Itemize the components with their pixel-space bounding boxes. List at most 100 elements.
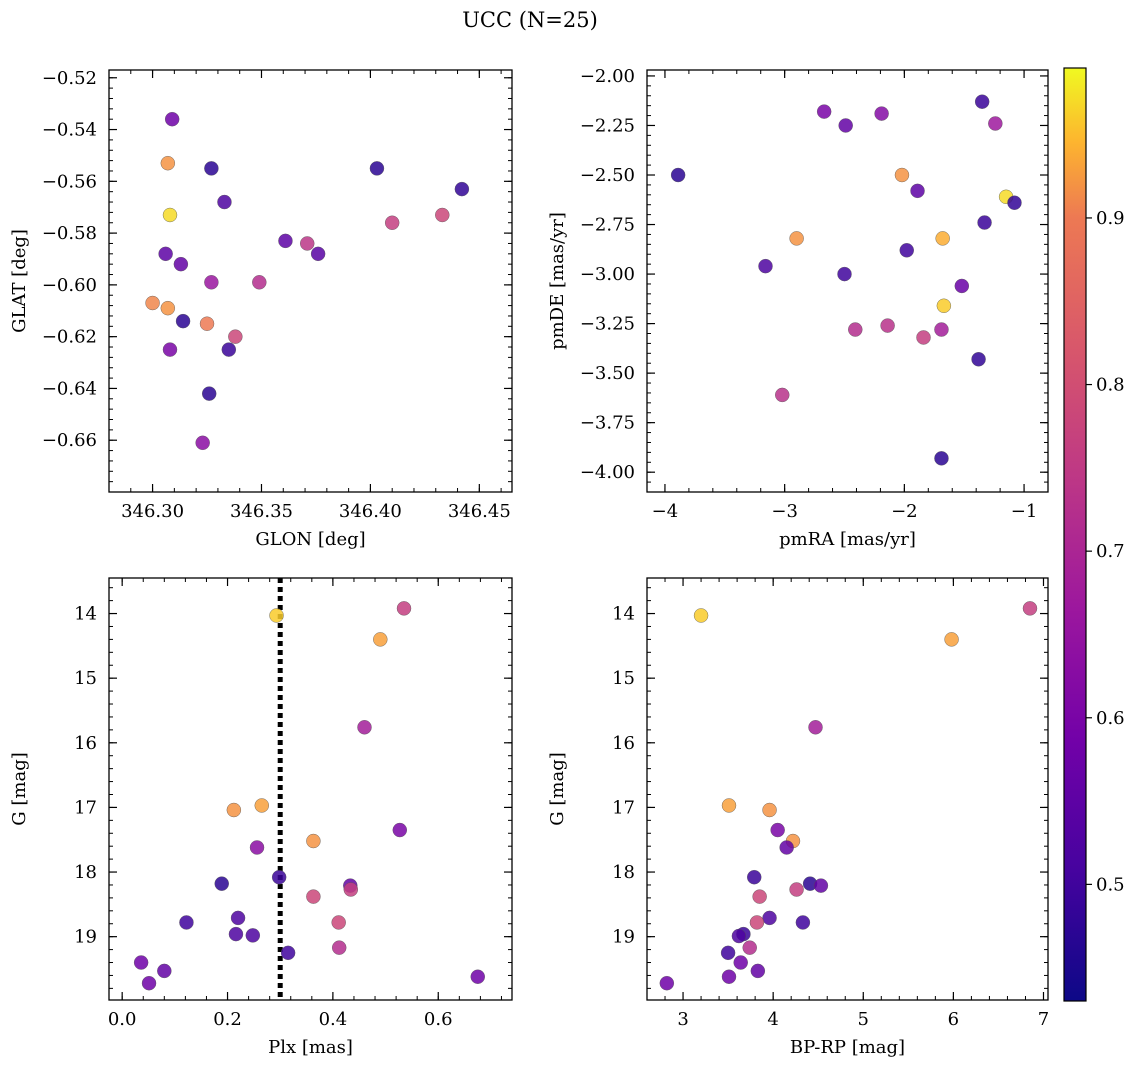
axes-frame xyxy=(646,577,1049,1001)
y-tick-label: −0.54 xyxy=(42,120,97,141)
data-point xyxy=(1022,601,1038,616)
x-tick-label: −4 xyxy=(652,501,679,522)
data-point xyxy=(789,882,804,897)
x-axis-label: GLON [deg] xyxy=(255,529,365,550)
data-point xyxy=(306,833,321,849)
data-point xyxy=(162,342,178,357)
data-point xyxy=(271,870,287,885)
data-point xyxy=(733,955,748,970)
data-point xyxy=(779,840,794,855)
data-point xyxy=(217,194,232,210)
data-point xyxy=(838,118,853,133)
y-tick-label: −3.50 xyxy=(580,363,635,384)
colorbar-tick-label: 0.5 xyxy=(1096,874,1125,895)
data-point xyxy=(357,720,372,735)
panel-glon-glat: 346.30 346.35 346.40 346.45 −0.66 −0.64 −0.62 −… xyxy=(9,68,513,550)
x-tick-label: 0.4 xyxy=(319,1009,348,1030)
x-tick-label: 346.45 xyxy=(448,501,511,522)
y-tick-label: −0.56 xyxy=(42,171,97,192)
data-point xyxy=(158,246,173,262)
y-tick-label: 18 xyxy=(74,862,97,883)
axes-frame xyxy=(108,69,513,493)
y-tick-label: −4.00 xyxy=(580,462,635,483)
data-point xyxy=(226,802,242,818)
data-point xyxy=(988,116,1003,131)
data-point xyxy=(195,435,210,451)
colorbar-gradient xyxy=(1063,67,1087,1002)
y-tick-label: 16 xyxy=(612,733,635,754)
data-point xyxy=(795,915,811,930)
data-point xyxy=(269,608,284,623)
colorbar-tick-label: 0.7 xyxy=(1096,541,1125,562)
x-tick-label: 346.40 xyxy=(339,501,402,522)
y-tick-label: −3.00 xyxy=(580,264,635,285)
data-point xyxy=(770,822,785,838)
data-point xyxy=(145,295,160,311)
data-point xyxy=(670,167,686,183)
y-axis-label: pmDE [mas/yr] xyxy=(547,212,568,350)
y-tick-label: 19 xyxy=(612,927,635,948)
data-point xyxy=(133,955,149,970)
y-tick-label: −0.62 xyxy=(42,327,97,348)
y-tick-label: −3.25 xyxy=(580,314,635,335)
x-tick-label: 4 xyxy=(767,1009,778,1030)
x-tick-label: 7 xyxy=(1038,1009,1049,1030)
data-point xyxy=(971,352,986,367)
x-tick-label: 5 xyxy=(858,1009,869,1030)
data-point xyxy=(916,330,931,345)
data-point xyxy=(254,798,269,813)
x-tick-label: −3 xyxy=(771,501,798,522)
data-point xyxy=(179,915,194,930)
data-point xyxy=(454,181,470,197)
data-point xyxy=(280,945,296,961)
data-point xyxy=(874,106,889,121)
axes-frame xyxy=(108,577,513,1001)
data-point xyxy=(742,940,757,955)
data-point xyxy=(173,256,189,272)
data-point xyxy=(306,889,321,904)
data-point xyxy=(228,329,243,344)
x-tick-label: 346.30 xyxy=(121,501,184,522)
x-axis-label: Plx [mas] xyxy=(268,1037,353,1058)
data-point xyxy=(141,975,157,991)
y-tick-label: −0.64 xyxy=(42,378,97,399)
y-tick-label: 15 xyxy=(74,668,97,689)
data-point xyxy=(396,601,412,616)
panel-plx-g: 0.0 0.2 0.4 0.6 14 15 16 17 18 19 Plx [mas] G [mag] xyxy=(9,577,513,1058)
y-tick-label: −0.52 xyxy=(42,68,97,89)
colorbar-tick-label: 0.6 xyxy=(1096,708,1125,729)
y-tick-label: 17 xyxy=(74,797,97,818)
data-point xyxy=(693,608,709,623)
data-point xyxy=(221,342,237,357)
y-tick-label: −2.25 xyxy=(580,115,635,136)
panel-bprp-g: 3 4 5 6 7 14 15 16 17 18 19 BP-RP [mag] G [mag] xyxy=(547,577,1049,1058)
data-point xyxy=(157,963,172,979)
data-point xyxy=(332,940,347,955)
y-tick-label: 18 xyxy=(612,862,635,883)
data-point xyxy=(470,969,485,984)
x-tick-label: 0.0 xyxy=(108,1009,137,1030)
x-tick-label: −2 xyxy=(891,501,918,522)
data-point xyxy=(837,266,852,282)
data-point xyxy=(762,802,777,818)
data-point xyxy=(974,94,990,109)
data-point xyxy=(343,882,358,897)
y-tick-label: 14 xyxy=(612,604,635,625)
data-point xyxy=(278,233,293,249)
data-point xyxy=(752,889,767,904)
y-tick-label: −0.58 xyxy=(42,223,97,244)
y-tick-label: −0.66 xyxy=(42,430,97,451)
data-point xyxy=(894,167,910,183)
data-point xyxy=(204,161,219,176)
panel-pmra-pmde: −4 −3 −2 −1 −4.00 −3.75 −3.50 −3.25 −3.00 −2.75 −2… xyxy=(547,66,1049,550)
data-point xyxy=(750,963,766,979)
y-tick-label: −2.50 xyxy=(580,165,635,186)
colorbar-tick-label: 0.8 xyxy=(1096,375,1125,396)
y-tick-label: 15 xyxy=(612,668,635,689)
data-point xyxy=(214,876,229,891)
y-tick-label: −2.75 xyxy=(580,215,635,236)
y-axis-label: G [mag] xyxy=(9,752,30,825)
data-point xyxy=(659,975,675,991)
data-point xyxy=(880,318,895,333)
